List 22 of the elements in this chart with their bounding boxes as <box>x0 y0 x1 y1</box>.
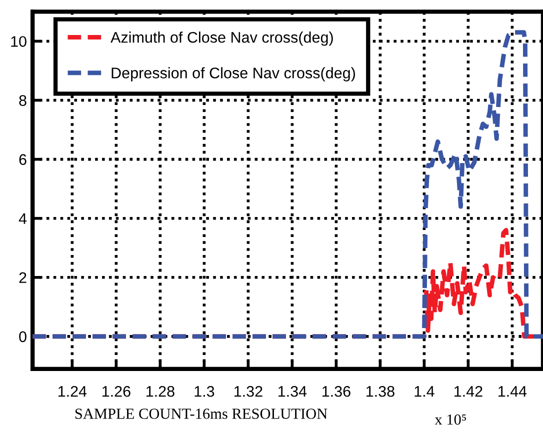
legend-label: Azimuth of Close Nav cross(deg) <box>110 32 333 46</box>
x-tick-label: 1.28 <box>146 386 174 397</box>
x-axis-title: SAMPLE COUNT-16ms RESOLUTION <box>75 408 328 419</box>
y-tick-label: 10 <box>11 36 26 47</box>
x-tick-label: 1.36 <box>322 386 350 397</box>
y-tick-label: 2 <box>19 272 26 283</box>
x-tick-label: 1.34 <box>278 386 307 397</box>
y-tick-label: 0 <box>19 331 26 342</box>
legend-label: Depression of Close Nav cross(deg) <box>112 67 355 82</box>
x-tick-label: 1.42 <box>454 386 482 397</box>
x-tick-label: 1.38 <box>366 386 394 397</box>
x-tick-label: 1.3 <box>194 386 214 397</box>
text: x 10⁵ <box>434 414 466 425</box>
y-tick-label: 6 <box>19 154 26 165</box>
y-tick-label: 4 <box>18 213 27 224</box>
x-tick-label: 1.4 <box>414 386 434 397</box>
x-tick-label: 1.32 <box>234 386 262 397</box>
x-tick-label: 1.44 <box>498 386 527 397</box>
x-tick-label: 1.24 <box>58 386 87 397</box>
line-series <box>32 30 543 339</box>
x-tick-label: 1.26 <box>102 386 130 397</box>
y-tick-label: 8 <box>19 95 26 106</box>
